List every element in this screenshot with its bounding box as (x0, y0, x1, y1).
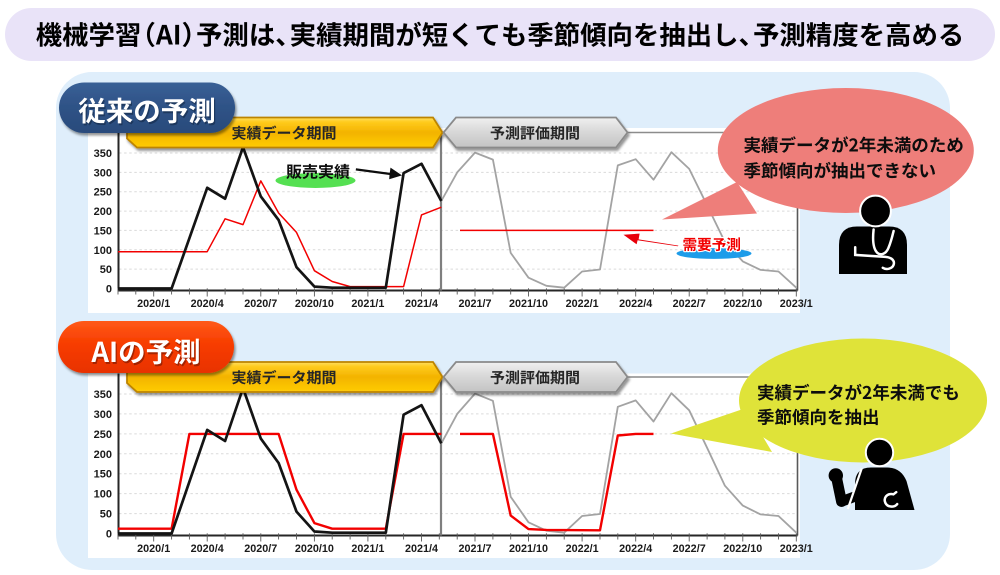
svg-text:100: 100 (94, 245, 112, 257)
svg-text:50: 50 (100, 264, 112, 276)
svg-text:2020/4: 2020/4 (191, 543, 224, 555)
svg-text:2020/10: 2020/10 (295, 298, 334, 310)
svg-text:2020/7: 2020/7 (244, 543, 277, 555)
svg-text:2020/10: 2020/10 (295, 543, 334, 555)
svg-text:2021/10: 2021/10 (509, 298, 548, 310)
svg-text:300: 300 (94, 167, 112, 179)
svg-text:2020/1: 2020/1 (137, 543, 170, 555)
svg-text:2020/7: 2020/7 (244, 298, 277, 310)
svg-text:150: 150 (94, 225, 112, 237)
svg-text:2022/7: 2022/7 (673, 543, 706, 555)
svg-text:2022/10: 2022/10 (723, 543, 762, 555)
svg-text:2022/4: 2022/4 (619, 298, 652, 310)
svg-text:200: 200 (94, 449, 112, 461)
svg-text:2021/4: 2021/4 (405, 298, 438, 310)
svg-text:0: 0 (106, 284, 112, 296)
svg-text:2022/10: 2022/10 (723, 298, 762, 310)
svg-text:2022/7: 2022/7 (673, 298, 706, 310)
svg-text:100: 100 (94, 489, 112, 501)
svg-text:2021/1: 2021/1 (351, 298, 384, 310)
svg-text:250: 250 (94, 429, 112, 441)
svg-text:2021/7: 2021/7 (458, 543, 491, 555)
svg-text:2021/10: 2021/10 (509, 543, 548, 555)
svg-text:2021/7: 2021/7 (458, 298, 491, 310)
svg-text:2020/4: 2020/4 (191, 298, 224, 310)
svg-text:2021/4: 2021/4 (405, 543, 438, 555)
svg-text:200: 200 (94, 206, 112, 218)
svg-text:300: 300 (94, 409, 112, 421)
svg-text:50: 50 (100, 509, 112, 521)
svg-text:250: 250 (94, 187, 112, 199)
svg-text:2022/1: 2022/1 (566, 298, 599, 310)
svg-text:2023/1: 2023/1 (780, 298, 813, 310)
svg-text:2020/1: 2020/1 (137, 298, 170, 310)
svg-text:2021/1: 2021/1 (351, 543, 384, 555)
svg-text:150: 150 (94, 469, 112, 481)
svg-text:0: 0 (106, 529, 112, 541)
svg-text:350: 350 (94, 148, 112, 160)
svg-text:2022/1: 2022/1 (566, 543, 599, 555)
svg-text:2022/4: 2022/4 (619, 543, 652, 555)
svg-text:2023/1: 2023/1 (780, 543, 813, 555)
svg-text:350: 350 (94, 389, 112, 401)
